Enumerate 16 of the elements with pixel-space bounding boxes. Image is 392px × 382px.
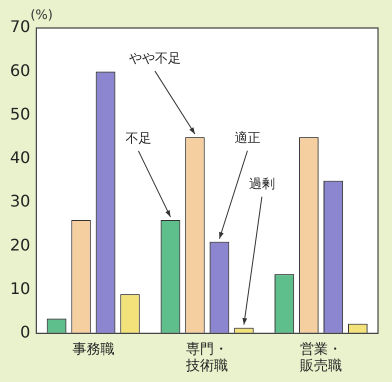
text: 過剰 <box>248 177 275 192</box>
text: 適正 <box>234 130 260 146</box>
x-tick-label: 専門・技術職 <box>185 341 228 374</box>
y-tick-label: 60 <box>10 60 30 80</box>
y-tick-label: 40 <box>10 148 30 168</box>
text: 不足 <box>125 131 152 146</box>
text: やや不足 <box>128 51 181 66</box>
y-tick-label: 10 <box>10 278 30 298</box>
x-tick-label: 営業・販売職 <box>300 341 342 374</box>
y-axis-title: (%) <box>30 8 53 23</box>
x-tick-label: 事務職 <box>72 341 114 358</box>
y-tick-label: 50 <box>10 104 30 124</box>
y-tick-label: 20 <box>10 235 30 254</box>
y-tick-label: 70 <box>10 17 30 36</box>
y-tick-label: 30 <box>10 192 30 211</box>
y-tick-label: 0 <box>20 322 30 342</box>
